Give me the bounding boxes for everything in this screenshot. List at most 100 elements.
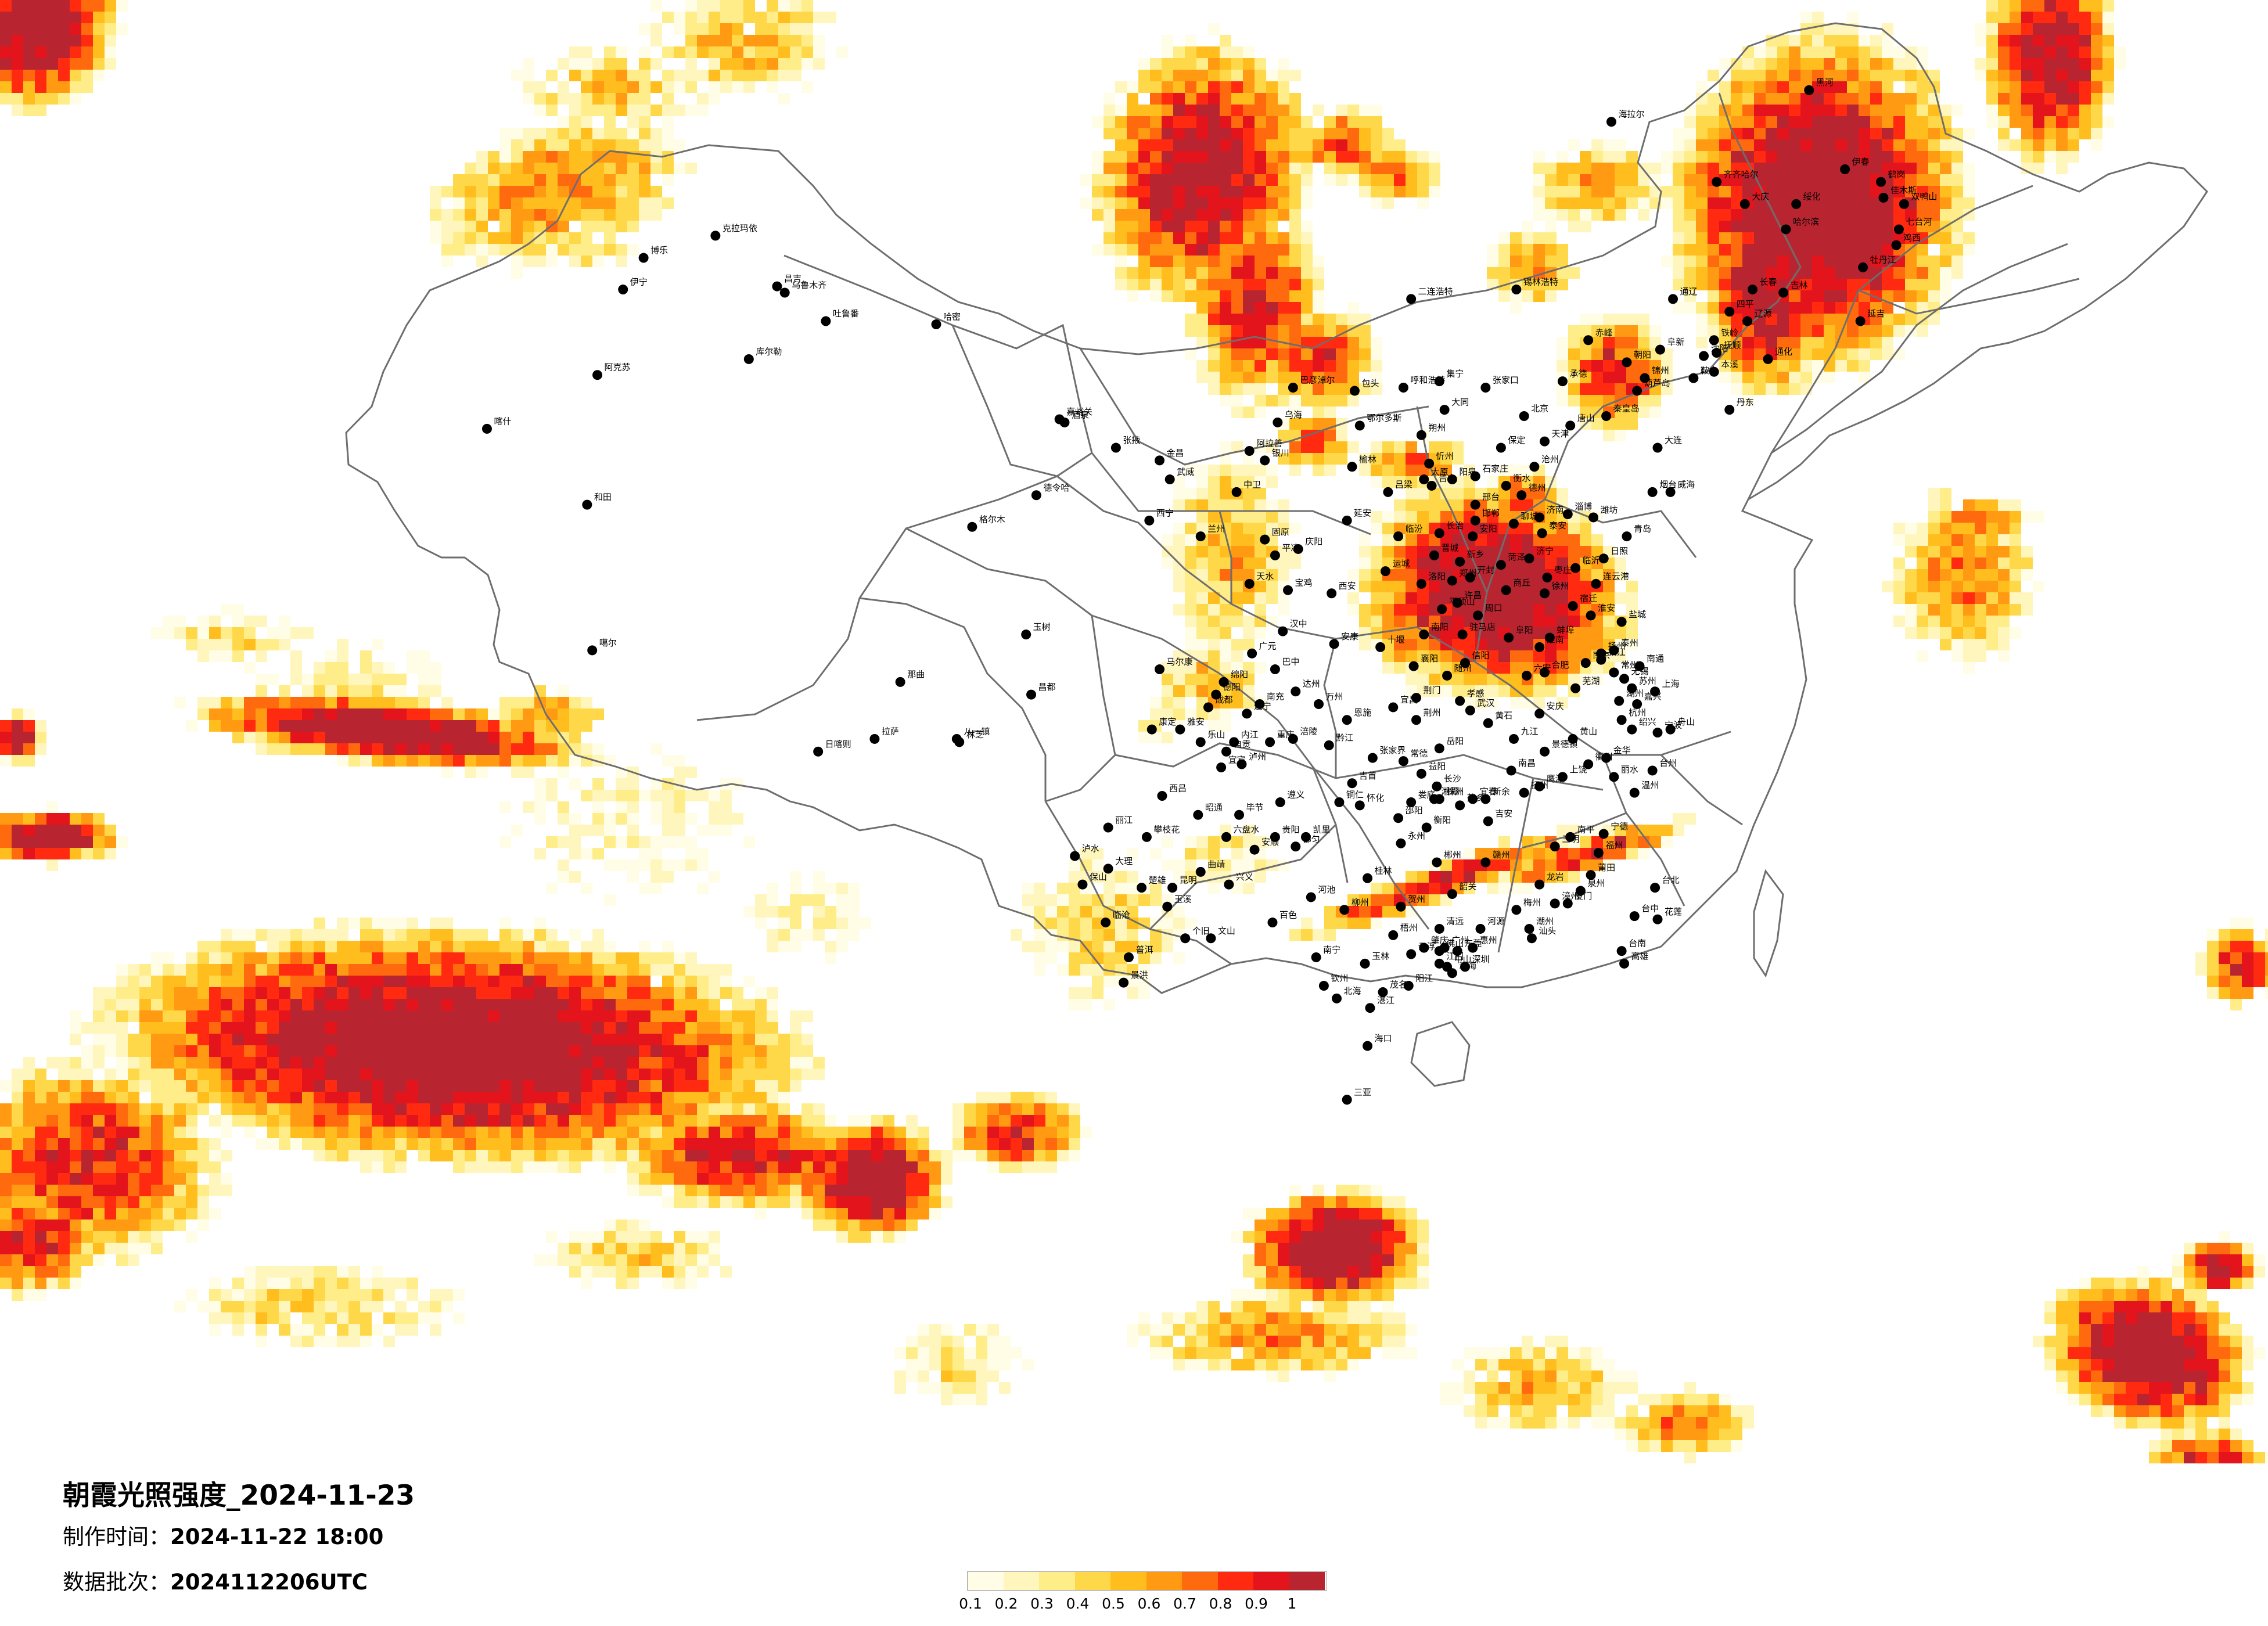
raster-cell: [627, 93, 639, 105]
raster-cell: [2265, 952, 2268, 964]
raster-cell: [441, 186, 453, 197]
raster-cell: [221, 627, 232, 639]
raster-cell: [1545, 546, 1557, 557]
raster-cell: [1220, 279, 1231, 290]
raster-cell: [813, 883, 825, 894]
raster-cell: [46, 58, 58, 70]
raster-cell: [801, 46, 813, 58]
raster-cell: [348, 685, 360, 697]
raster-cell: [476, 929, 488, 941]
raster-cell: [790, 46, 801, 58]
raster-cell: [1545, 557, 1557, 569]
raster-cell: [1847, 209, 1859, 221]
raster-cell: [1951, 523, 1963, 534]
raster-cell: [662, 1138, 674, 1150]
raster-cell: [801, 1127, 813, 1138]
raster-cell: [105, 1045, 116, 1057]
raster-cell: [2219, 952, 2230, 964]
raster-cell: [337, 1115, 348, 1127]
raster-cell: [1208, 23, 1220, 35]
raster-cell: [1429, 883, 1440, 894]
raster-cell: [918, 1150, 929, 1161]
raster-cell: [650, 999, 662, 1010]
raster-cell: [1742, 105, 1754, 116]
raster-cell: [453, 1138, 465, 1150]
raster-cell: [569, 708, 581, 720]
raster-cell: [1731, 267, 1742, 279]
raster-cell: [2219, 941, 2230, 952]
raster-cell: [1928, 186, 1940, 197]
raster-cell: [674, 987, 685, 999]
raster-cell: [1998, 116, 2010, 128]
raster-cell: [1406, 174, 1417, 186]
raster-cell: [1220, 383, 1231, 395]
raster-cell: [465, 174, 476, 186]
raster-cell: [1417, 523, 1429, 534]
raster-cell: [1533, 604, 1545, 616]
raster-cell: [290, 708, 302, 720]
raster-cell: [616, 209, 627, 221]
raster-cell: [1208, 592, 1220, 604]
raster-cell: [1893, 534, 1905, 546]
raster-cell: [93, 825, 105, 836]
raster-cell: [767, 894, 778, 906]
raster-cell: [407, 755, 418, 767]
raster-cell: [1278, 93, 1289, 105]
raster-cell: [1255, 105, 1266, 116]
raster-cell: [1626, 337, 1638, 348]
raster-cell: [1417, 871, 1429, 883]
raster-cell: [674, 1115, 685, 1127]
raster-cell: [604, 1138, 616, 1150]
raster-cell: [465, 1045, 476, 1057]
raster-cell: [1196, 139, 1208, 151]
raster-cell: [1231, 674, 1243, 685]
raster-cell: [488, 964, 499, 976]
raster-cell: [2044, 70, 2056, 81]
raster-cell: [534, 1138, 546, 1150]
raster-cell: [1289, 128, 1301, 139]
raster-cell: [674, 1150, 685, 1161]
raster-cell: [523, 755, 534, 767]
raster-cell: [1255, 302, 1266, 314]
raster-cell: [1464, 848, 1475, 859]
raster-cell: [58, 1115, 70, 1127]
raster-cell: [348, 708, 360, 720]
raster-cell: [1196, 639, 1208, 650]
raster-cell: [418, 964, 430, 976]
raster-cell: [1673, 267, 1684, 279]
raster-cell: [221, 976, 232, 987]
raster-cell: [1452, 685, 1464, 697]
raster-cell: [395, 708, 407, 720]
raster-cell: [348, 1057, 360, 1069]
raster-cell: [186, 1092, 197, 1103]
raster-cell: [209, 999, 221, 1010]
raster-cell: [1708, 221, 1719, 232]
raster-cell: [1626, 151, 1638, 163]
raster-cell: [372, 674, 383, 685]
raster-cell: [546, 232, 558, 244]
raster-cell: [1963, 163, 1975, 174]
raster-cell: [778, 1127, 790, 1138]
raster-cell: [488, 1092, 499, 1103]
raster-cell: [244, 1069, 256, 1080]
raster-cell: [662, 128, 674, 139]
raster-cell: [418, 755, 430, 767]
raster-cell: [35, 813, 46, 825]
raster-cell: [2033, 35, 2044, 46]
raster-cell: [534, 813, 546, 825]
raster-cell: [1719, 290, 1731, 302]
raster-cell: [244, 941, 256, 952]
raster-cell: [290, 976, 302, 987]
raster-cell: [1440, 650, 1452, 662]
raster-cell: [221, 1092, 232, 1103]
raster-cell: [2102, 58, 2114, 70]
raster-cell: [1731, 372, 1742, 383]
raster-cell: [511, 987, 523, 999]
raster-cell: [314, 976, 325, 987]
raster-cell: [627, 1022, 639, 1034]
raster-cell: [1301, 325, 1313, 337]
raster-cell: [1789, 383, 1800, 395]
raster-cell: [1185, 639, 1196, 650]
raster-cell: [523, 1069, 534, 1080]
raster-cell: [1255, 93, 1266, 105]
